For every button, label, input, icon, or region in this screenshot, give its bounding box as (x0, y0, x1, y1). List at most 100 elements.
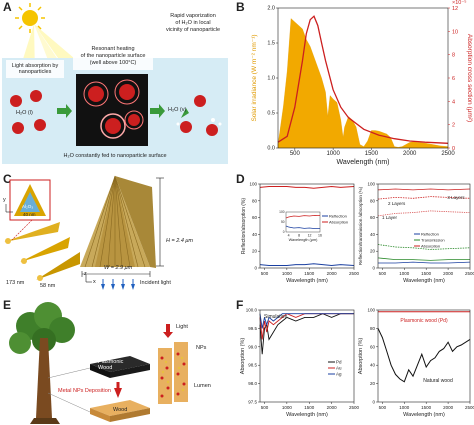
x-tick-label: 1000 (399, 271, 410, 276)
x-tick-label: 1000 (282, 271, 293, 276)
series-line-4 (377, 257, 470, 261)
x-tick-label: 2000 (403, 151, 417, 157)
panel-c-diagram (4, 175, 164, 290)
chart-f-plasmonic-label: Plasmonic wood (Pd) (400, 318, 448, 324)
y-tick-label: 0.0 (267, 146, 275, 152)
x-tick-label: 1500 (304, 271, 315, 276)
y2-tick-label: 4 (452, 99, 455, 105)
panel-letter-f: F (236, 298, 244, 312)
legend-label-0: Reflection (421, 232, 439, 237)
x-tick-label: 500 (261, 405, 269, 410)
inset-core (20, 192, 40, 212)
y-tick-label: 100 (367, 308, 375, 313)
axis-icon (5, 204, 13, 213)
arrow-icon (57, 104, 72, 118)
chart-f-right: 500 1000 1500 2000 2500 0 20 40 60 80 100 Wavelengt… (358, 308, 474, 419)
panel-letter-e: E (3, 298, 12, 312)
panel-c-width: W = 2.9 μm (104, 265, 133, 271)
panel-c-incident: Incident light (140, 280, 171, 286)
y-tick-label: 80 (252, 198, 258, 203)
y-tick-label: 20 (370, 249, 376, 254)
x-tick-label: 500 (261, 271, 269, 276)
y-tick-label: 80 (370, 326, 376, 331)
reflection-line (259, 263, 355, 267)
nanoparticle-cluster-vapor (176, 95, 222, 136)
y-tick-label: 40 (370, 363, 376, 368)
layer-label-3: 3 Layers (447, 195, 465, 200)
layer-label-1: 1 Layer (382, 215, 398, 220)
solar-irradiance-area (277, 18, 449, 149)
chart-b: 500 1000 1500 2000 2500 0.0 0.5 1.0 1.5 2.0 0 2 4 6 8 1… (251, 6, 473, 167)
x-tick-label: 2500 (465, 405, 474, 410)
nanoparticle-cluster-liquid (10, 90, 46, 134)
inset-frame (285, 211, 321, 233)
panel-a-step3-line1: Rapid vaporization (170, 13, 216, 19)
panel-letter-b: B (236, 0, 245, 14)
axis-icon (85, 275, 92, 283)
y-tick-label: 0 (372, 400, 375, 405)
plot-frame (259, 309, 355, 403)
y-tick-label: 20 (252, 249, 258, 254)
panel-a-step2-line3: (well above 100°C) (89, 60, 137, 66)
y-tick-label: 0.5 (267, 111, 275, 117)
chart-d-left: 500 1000 1500 2000 2500020406080100Wavelengt… (241, 182, 360, 285)
x-tick-label: 1500 (304, 405, 315, 410)
y-tick-label: 99.5 (248, 326, 257, 331)
panel-a-water-vapor: H₂O (v) (168, 107, 187, 113)
layer-label-2: 2 Layers (388, 201, 406, 206)
panel-a-step1: Light absorption by nanoparticles (11, 63, 59, 75)
y-tick-label: 99.0 (248, 344, 257, 349)
panel-a-diagram (2, 3, 228, 164)
chart-f-right-xlabel: Wavelength (nm) (403, 412, 445, 418)
panel-e-lumen: Lumen (194, 383, 211, 389)
panel-e-plasmonic-wood: Plasmonic Wood (98, 359, 124, 371)
chart-f-natural-label: Natural wood (423, 378, 453, 384)
heated-nanoparticle (83, 79, 144, 139)
y-tick-label: 60 (252, 215, 258, 220)
legend-label-absorption: Absorption (329, 220, 348, 225)
chart-b-xlabel: Wavelength (nm) (336, 159, 389, 166)
inset-x-tick-label: 16 (318, 234, 322, 238)
legend-label-au: Au (336, 366, 342, 371)
chart-f-left: 500 1000 1500 2000 2500 97.5 98.0 98.5 99.0 99.5 1… (240, 308, 360, 419)
inset-y-tick-label: 0 (283, 230, 285, 234)
y-tick-label: 98.0 (248, 381, 257, 386)
panel-c-dim2: 58 nm (40, 283, 56, 289)
plot-frame (377, 309, 471, 403)
y-tick-label: 0 (372, 266, 375, 271)
chart-d-right-xlabel: Wavelength (nm) (403, 278, 445, 284)
y-tick-label: 40 (370, 232, 376, 237)
y2-tick-label: 6 (452, 76, 455, 82)
x-tick-label: 2000 (327, 271, 338, 276)
y-tick-label: 2.0 (267, 6, 275, 12)
y-tick-label: 20 (370, 381, 376, 386)
y-tick-label: 100 (367, 182, 375, 187)
chart-b-ylabel-right: Absorption cross section (μm²) (466, 34, 473, 122)
inset-x-tick-label: 8 (298, 234, 300, 238)
wood-block (90, 400, 150, 416)
series-line-0 (377, 188, 471, 191)
x-tick-label: 1500 (421, 405, 432, 410)
plasmonic-wood-block (90, 356, 150, 372)
x-tick-label: 2000 (443, 405, 454, 410)
y-tick-label: 98.5 (248, 363, 257, 368)
series-line-2 (377, 210, 471, 217)
legend-label-reflection: Reflection (329, 214, 347, 219)
panel-c-axis-x: x (93, 279, 96, 285)
absorption-cross-section-line (277, 15, 449, 144)
series-line-5 (378, 261, 471, 264)
panel-e-deposition: Metal NPs Deposition (58, 388, 111, 394)
y-tick-label: 100 (249, 182, 257, 187)
y-tick-label: 1.0 (267, 76, 275, 82)
absorption-line (259, 185, 355, 189)
series-line-ag (259, 313, 354, 329)
plot-frame (259, 183, 355, 269)
chart-f-simulation-label: Simulation (264, 314, 288, 320)
legend-label-1: Transmission (421, 238, 445, 243)
incident-light-icon (101, 279, 135, 290)
panel-a-step3-line3: vicinity of nanoparticle (165, 27, 221, 33)
panel-e-diagram (9, 302, 188, 424)
tree-icon (9, 302, 75, 424)
x-tick-label: 500 (290, 151, 301, 157)
y2-tick-label: 0 (452, 146, 455, 152)
